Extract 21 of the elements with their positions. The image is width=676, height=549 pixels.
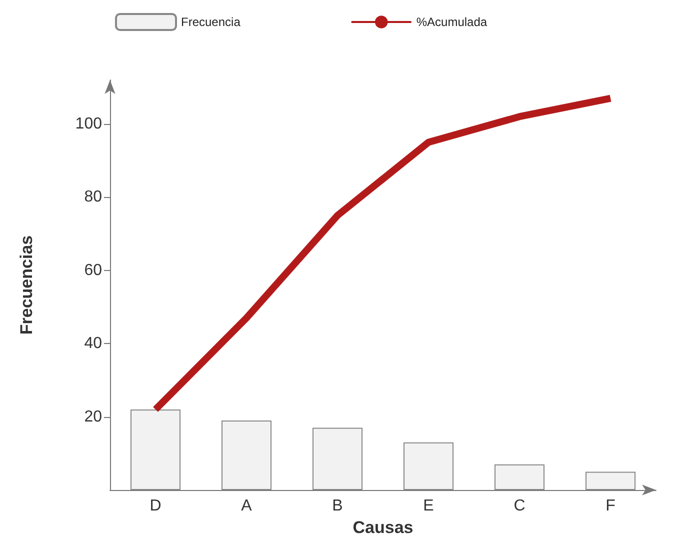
y-tick-label: 60 — [84, 262, 102, 279]
x-tick-label: F — [606, 498, 616, 514]
bar — [130, 409, 180, 490]
legend-label: %Acumulada — [416, 15, 488, 29]
bar — [404, 442, 454, 490]
x-tick-label: B — [332, 498, 343, 514]
bar — [312, 428, 362, 490]
y-tick-label: 40 — [84, 335, 102, 352]
x-tick-label: E — [423, 498, 434, 514]
bar — [586, 472, 636, 490]
x-axis-title: Causas — [352, 518, 414, 537]
y-tick-label: 20 — [84, 408, 102, 426]
y-tick-label: 80 — [84, 188, 102, 206]
y-tick-label: 100 — [75, 115, 102, 132]
legend-label: Frecuencia — [181, 15, 241, 29]
x-tick-label: C — [514, 498, 526, 514]
bar — [494, 464, 544, 490]
x-tick-label: D — [150, 498, 162, 514]
bar — [222, 420, 272, 490]
x-tick-label: A — [241, 498, 252, 514]
y-axis-title: Frecuencias — [17, 235, 36, 335]
